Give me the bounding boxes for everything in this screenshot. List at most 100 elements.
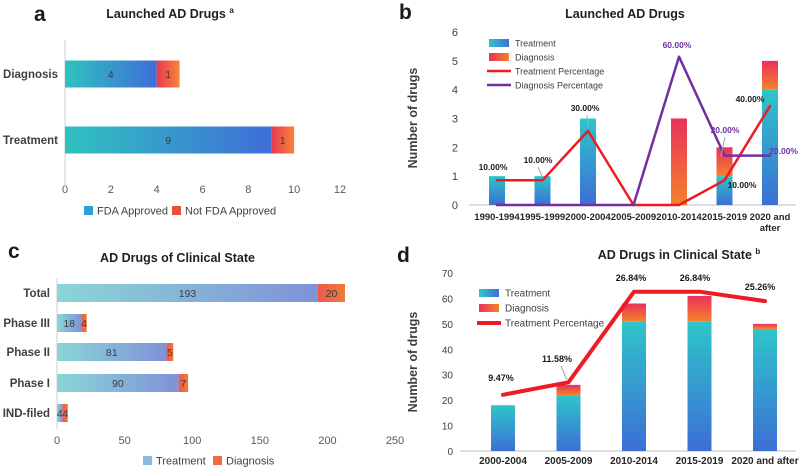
y-tick-label: 10 [442, 422, 454, 433]
value-label: 4 [62, 408, 68, 420]
panel-d: d AD Drugs in Clinical State b 0 10 20 30 40… [395, 235, 800, 473]
x-tick-label: 10 [288, 184, 300, 196]
panel-b-title-text: Launched AD Drugs [565, 7, 685, 21]
x-tick-label: 250 [386, 435, 404, 447]
legend-swatch [489, 53, 509, 61]
panel-a: a Launched AD Drugs a 0 2 4 6 8 10 12 Diagnosis… [0, 0, 395, 235]
leader-line [560, 365, 568, 381]
y-tick-label: 4 [452, 85, 458, 97]
x-tick-label: 2015-2019 [702, 212, 747, 223]
category-label: Total [23, 288, 50, 300]
legend-swatch [479, 304, 499, 312]
y-tick-label: 0 [452, 200, 458, 212]
bar-segment [753, 323, 777, 329]
legend-label: Treatment [515, 39, 556, 49]
annotation-label: 20.00% [711, 125, 740, 135]
legend-label: Not FDA Approved [185, 206, 276, 218]
value-label: 9 [165, 135, 171, 147]
legend-label: Treatment Percentage [505, 319, 605, 330]
panel-a-title-superscript: a [229, 6, 234, 15]
panel-a-title: Launched AD Drugs a [55, 6, 285, 22]
bar-segment [687, 321, 712, 451]
category-label: Phase I [10, 378, 50, 390]
bar-segment [156, 60, 180, 88]
leader-line [586, 114, 589, 129]
panel-letter-a: a [34, 3, 46, 26]
panel-letter-b: b [399, 1, 412, 24]
x-tick-label: 0 [54, 435, 60, 447]
value-label: 81 [106, 347, 118, 359]
bar-segment [491, 405, 515, 451]
annotation-label: 10.00% [479, 162, 508, 172]
y-tick-label: 0 [447, 447, 453, 458]
legend-swatch [172, 206, 181, 215]
annotation-label: 25.26% [745, 282, 776, 292]
bar-segment [57, 314, 82, 332]
legend-swatch [143, 456, 152, 465]
bar-segment [762, 60, 778, 90]
x-tick-label: 8 [245, 184, 251, 196]
bar-segment [81, 314, 87, 332]
y-axis-title: Number of drugs [406, 68, 420, 169]
x-tick-label: 2005-2009 [611, 212, 656, 223]
value-label: 20 [326, 288, 338, 300]
y-tick-label: 1 [452, 171, 458, 183]
legend-swatch [489, 39, 509, 47]
x-tick-label: 2000-2004 [565, 212, 611, 223]
y-tick-label: 3 [452, 114, 458, 126]
y-tick-label: 6 [452, 27, 458, 39]
x-tick-label: 150 [251, 435, 269, 447]
bar-segment [65, 126, 272, 154]
x-tick-label: 2005-2009 [545, 456, 593, 467]
panel-b-title: Launched AD Drugs [450, 7, 800, 22]
bar-segment [622, 303, 646, 322]
annotation-label: 10.00% [728, 180, 757, 190]
x-tick-label: 200 [318, 435, 336, 447]
bar-segment [178, 374, 189, 392]
panel-a-title-text: Launched AD Drugs [106, 7, 226, 22]
bar-segment [57, 404, 63, 422]
y-tick-label: 2 [452, 142, 458, 154]
annotation-label: 9.47% [488, 373, 514, 383]
trend-line [501, 289, 767, 397]
ad-drugs-clinical-state-hbar-chart: 0 50 100 150 200 250 Total 193 20 Phase III 18 4 Pha… [3, 278, 404, 468]
x-tick-label: 100 [183, 435, 201, 447]
legend-label: FDA Approved [97, 206, 168, 218]
value-label: 4 [81, 318, 87, 330]
category-label: Phase II [7, 347, 50, 359]
panel-c-title: AD Drugs of Clinical State [45, 251, 310, 266]
x-tick-label: 1990-1994 [474, 212, 520, 223]
bar-segment [317, 284, 345, 302]
panel-b: b Launched AD Drugs 0 1 2 3 4 5 6 Number of dru… [395, 0, 800, 235]
bar-segment [556, 395, 581, 451]
bar-segment [489, 176, 505, 205]
legend-label: Treatment [156, 456, 206, 468]
legend-label: Treatment Percentage [515, 67, 604, 77]
value-label: 1 [165, 69, 171, 81]
legend-swatch [213, 456, 222, 465]
category-label: Treatment [3, 135, 58, 147]
x-tick-label: 2 [108, 184, 114, 196]
bar-segment [534, 176, 551, 205]
value-label: 193 [179, 288, 197, 300]
x-tick-label: 2000-2004 [479, 456, 527, 467]
legend-swatch [84, 206, 93, 215]
leader-line [720, 136, 726, 157]
launched-ad-drugs-combo-chart: 0 1 2 3 4 5 6 Number of drugs 1990-1994 1995-1999… [406, 27, 798, 234]
trend-line [495, 55, 772, 207]
legend-label: Treatment [505, 289, 550, 300]
value-label: 4 [108, 69, 114, 81]
x-tick-label: 0 [62, 184, 68, 196]
x-tick-label: 12 [334, 184, 346, 196]
annotation-label: 26.84% [616, 273, 647, 283]
x-tick-label: 2010-2014 [656, 212, 702, 223]
panel-c: c AD Drugs of Clinical State 0 50 100 150 20… [0, 235, 404, 473]
launched-ad-drugs-hbar-chart: 0 2 4 6 8 10 12 Diagnosis 4 1 Treatment 9 1 FDA Appro… [3, 40, 346, 218]
y-tick-label: 60 [442, 294, 454, 305]
y-tick-label: 30 [442, 371, 454, 382]
bar-segment [62, 404, 68, 422]
panel-d-title-text: AD Drugs in Clinical State [597, 248, 752, 263]
category-label: IND-filed [3, 408, 50, 420]
y-tick-label: 5 [452, 56, 458, 68]
bar-segment [580, 118, 596, 205]
